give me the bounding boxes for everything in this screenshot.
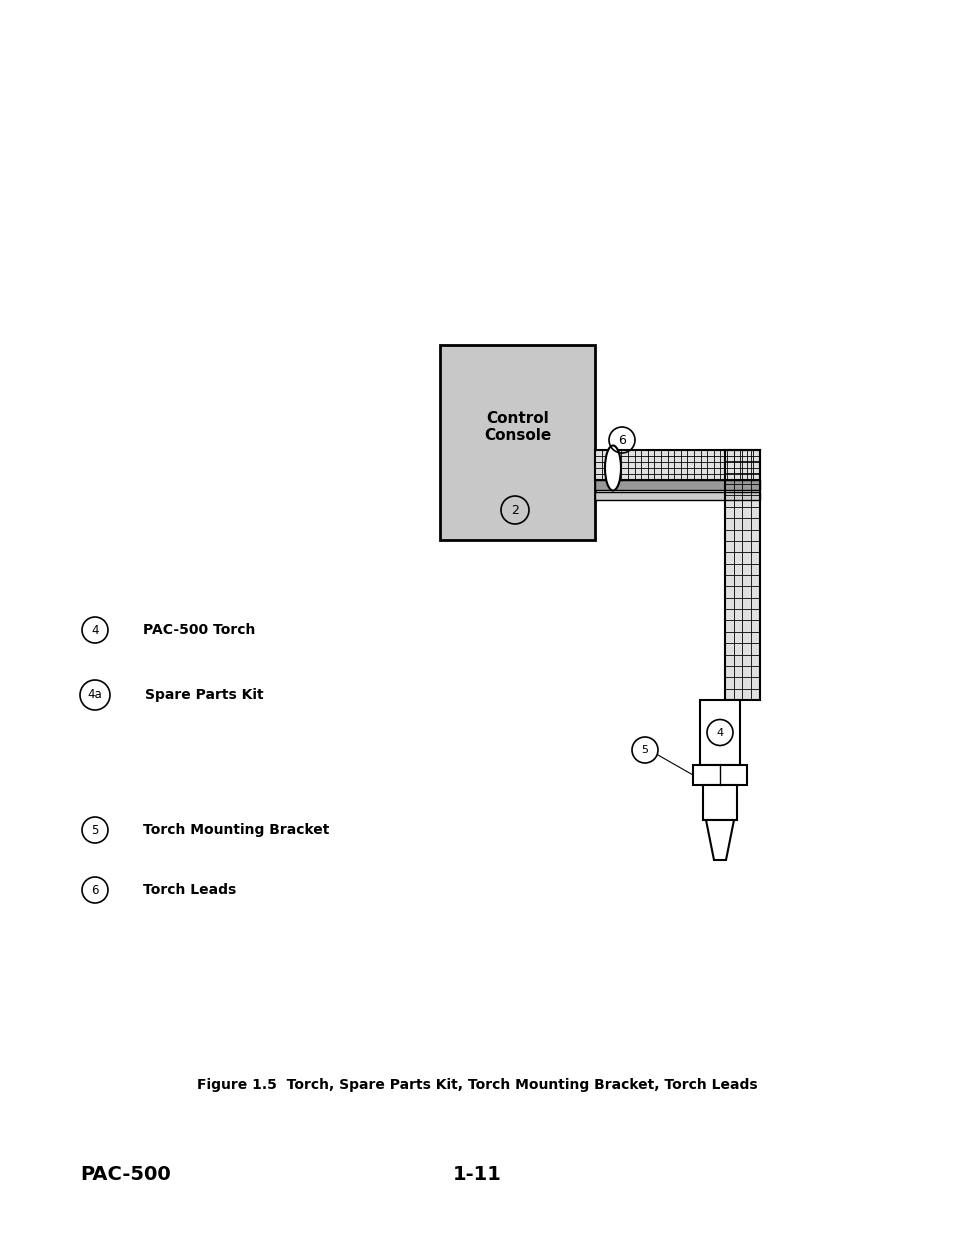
- Bar: [702, 785, 737, 820]
- Bar: [724, 450, 760, 700]
- Text: 1-11: 1-11: [452, 1166, 501, 1184]
- Bar: [724, 450, 760, 700]
- Text: 5: 5: [91, 824, 98, 836]
- Text: PAC-500 Torch: PAC-500 Torch: [143, 622, 255, 637]
- Text: 4a: 4a: [88, 688, 102, 701]
- Bar: [724, 450, 760, 500]
- Text: Figure 1.5  Torch, Spare Parts Kit, Torch Mounting Bracket, Torch Leads: Figure 1.5 Torch, Spare Parts Kit, Torch…: [196, 1078, 757, 1092]
- Text: 6: 6: [91, 883, 99, 897]
- Text: PAC-500: PAC-500: [80, 1166, 171, 1184]
- Text: Control
Console: Control Console: [483, 411, 551, 443]
- Text: 4: 4: [716, 727, 722, 737]
- Bar: [692, 764, 746, 785]
- Bar: [595, 492, 760, 500]
- Bar: [700, 700, 740, 764]
- Bar: [595, 480, 760, 490]
- Text: Spare Parts Kit: Spare Parts Kit: [145, 688, 263, 701]
- Text: Torch Leads: Torch Leads: [143, 883, 236, 897]
- Text: Torch Mounting Bracket: Torch Mounting Bracket: [143, 823, 329, 837]
- Text: 2: 2: [511, 504, 518, 516]
- Text: 4: 4: [91, 624, 99, 636]
- Polygon shape: [705, 820, 733, 860]
- Text: 6: 6: [618, 433, 625, 447]
- Text: 5: 5: [640, 745, 648, 755]
- Bar: [595, 450, 760, 480]
- Bar: [595, 450, 760, 480]
- Ellipse shape: [604, 446, 620, 490]
- Bar: [439, 345, 595, 540]
